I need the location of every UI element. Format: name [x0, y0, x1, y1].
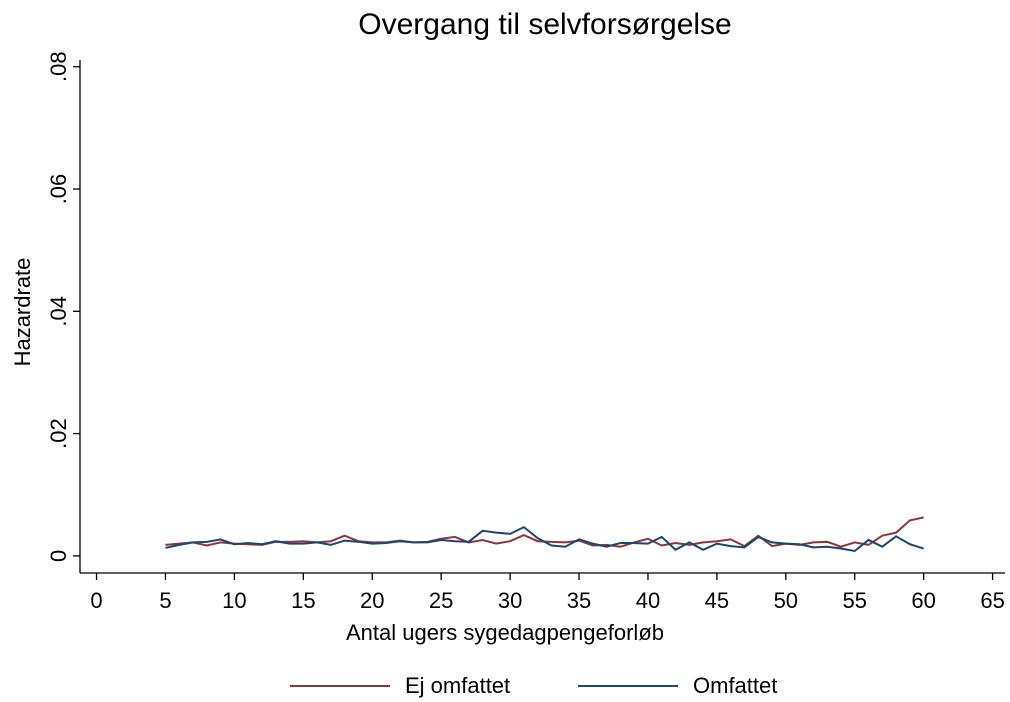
y-tick-label: 0 — [46, 550, 71, 562]
y-tick-label: .08 — [46, 51, 71, 82]
x-tick-label: 45 — [705, 588, 729, 613]
legend-label: Omfattet — [693, 673, 777, 698]
x-tick-label: 35 — [567, 588, 591, 613]
x-tick-label: 5 — [159, 588, 171, 613]
y-tick-label: .04 — [46, 296, 71, 327]
chart-title: Overgang til selvforsørgelse — [358, 8, 731, 41]
x-tick-label: 30 — [498, 588, 522, 613]
x-tick-label: 50 — [774, 588, 798, 613]
x-tick-label: 60 — [911, 588, 935, 613]
y-tick-label: .06 — [46, 174, 71, 205]
x-tick-label: 25 — [429, 588, 453, 613]
y-axis-label: Hazardrate — [10, 258, 35, 367]
x-tick-label: 0 — [90, 588, 102, 613]
x-tick-label: 10 — [222, 588, 246, 613]
y-tick-label: .02 — [46, 418, 71, 449]
x-tick-label: 65 — [980, 588, 1004, 613]
legend-label: Ej omfattet — [405, 673, 510, 698]
x-tick-label: 40 — [636, 588, 660, 613]
x-tick-label: 55 — [842, 588, 866, 613]
x-axis-label: Antal ugers sygedagpengeforløb — [346, 620, 664, 645]
x-tick-label: 20 — [360, 588, 384, 613]
x-tick-label: 15 — [291, 588, 315, 613]
line-series — [165, 525, 924, 553]
